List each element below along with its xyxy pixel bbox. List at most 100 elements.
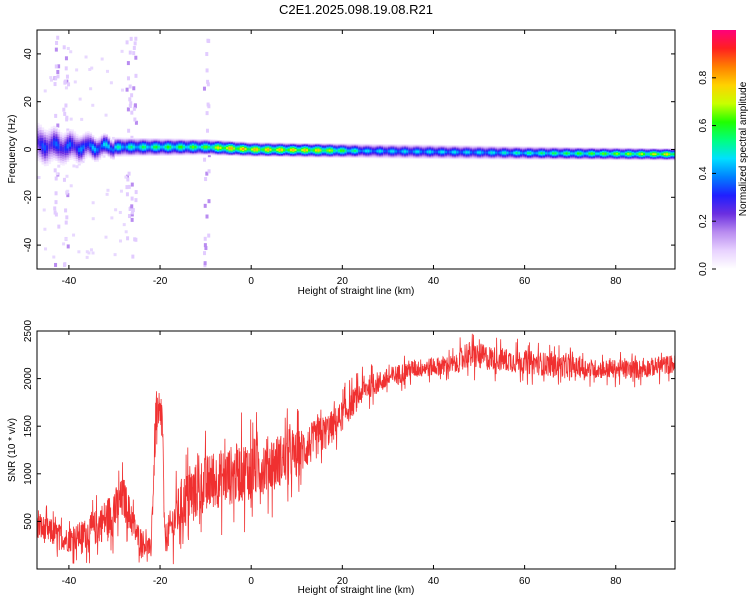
spectrogram-ridge-cell [618, 153, 621, 155]
spectrogram-ridge-cell [290, 149, 293, 151]
spectrogram-ridge-cell [187, 146, 190, 148]
spectrogram-ridge-cell [529, 152, 532, 154]
spectrogram-noise-cell [106, 70, 109, 73]
spectrogram-ridge-cell [584, 153, 587, 155]
spectrogram-noise-cell [87, 251, 90, 254]
spectrogram-ridge-cell [51, 142, 54, 147]
spectrogram-ridge-cell [461, 151, 464, 153]
spectrogram-ridge-cell [598, 153, 601, 155]
snr-chart: -40 -20 0 20 40 60 80 5001000150020002500 Heig… [7, 319, 675, 596]
spectrogram-ridge-cell [340, 150, 343, 152]
spectrogram-y-axis-label: Frequency (Hz) [7, 115, 18, 184]
spectrogram-noise-cell [101, 58, 104, 61]
spectrogram-ridge-cell [541, 152, 544, 154]
spectrogram-ridge-cell [659, 153, 662, 155]
spectrogram-ridge-cell [46, 145, 49, 150]
spectrogram-ridge-cell [233, 147, 236, 149]
spectrogram-noise-cell [38, 176, 41, 179]
spectrogram-ridge-cell [279, 149, 282, 151]
spectrogram-ridge-cell [55, 142, 58, 147]
spectrogram-noise-cell [106, 189, 109, 192]
spectrogram-ridge-cell [42, 143, 45, 148]
spectrogram-ridge-cell [634, 153, 637, 155]
spectrogram-ridge-cell [67, 144, 70, 148]
snr-y-tick-label: 2000 [23, 367, 34, 390]
spectrogram-ridge-cell [142, 146, 145, 149]
spectrogram-noise-cell [127, 61, 130, 65]
spectrogram-ridge-cell [105, 143, 108, 146]
spectrogram-ridge-cell [568, 153, 571, 155]
spectrogram-noise-cell [63, 263, 66, 267]
spectrogram-ridge-cell [604, 153, 607, 155]
spectrogram-ridge-cell [372, 150, 375, 152]
spectrogram-ridge-cell [534, 152, 537, 154]
spectrogram-ridge-cell [502, 152, 505, 154]
spectrogram-ridge-cell [276, 149, 279, 151]
spectrogram-noise-cell [123, 223, 126, 226]
spectrogram-noise-cell [44, 89, 47, 92]
spectrogram-ridge-cell [481, 152, 484, 154]
spectrogram-ridge-cell [454, 151, 457, 153]
snr-x-axis-label: Height of straight line (km) [298, 585, 415, 596]
spectrogram-ridge-cell [322, 149, 325, 151]
spectrogram-noise-cell [104, 236, 107, 239]
spectrogram-noise-cell [56, 36, 59, 40]
spectrogram-ridge-cell [80, 147, 83, 151]
spectrogram-ridge-cell [449, 151, 452, 153]
spectrogram-noise-cell [207, 199, 210, 203]
spectrogram-ridge-cell [206, 146, 209, 148]
spectrogram-noise-cell [77, 250, 80, 253]
spectrogram-ridge-cell [194, 146, 197, 148]
spectrogram-noise-cell [131, 255, 134, 259]
spectrogram-ridge-cell [513, 152, 516, 154]
spectrogram-ridge-cell [404, 150, 407, 152]
spectrogram-ridge-cell [169, 146, 172, 148]
spectrogram-ridge-cell [392, 150, 395, 152]
spectrogram-ridge-cell [124, 146, 127, 149]
spectrogram-noise-cell [131, 218, 134, 222]
spectrogram-ridge-cell [210, 146, 213, 148]
spectrogram-ridge-cell [358, 150, 361, 152]
spectrogram-ridge-cell [253, 149, 256, 151]
spectrogram-noise-cell [106, 193, 109, 196]
spectrogram-ridge-cell [320, 149, 323, 151]
spectrogram-noise-cell [72, 164, 75, 167]
spectrogram-ridge-cell [504, 152, 507, 154]
spectrogram-noise-cell [63, 45, 66, 49]
spectrogram-noise-cell [56, 124, 59, 128]
colorbar-tick-label: 0.2 [698, 214, 709, 228]
spectrogram-ridge-cell [146, 146, 149, 149]
spectrogram-ridge-cell [411, 151, 414, 153]
spectrogram-ridge-cell [620, 153, 623, 155]
spectrogram-ridge-cell [108, 145, 111, 148]
spectrogram-y-tick-label: 0 [23, 146, 34, 152]
spectrogram-ridge-cell [226, 147, 229, 149]
spectrogram-ridge-cell [370, 150, 373, 152]
spectrogram-y-tick-label: -20 [23, 190, 34, 205]
spectrogram-ridge-cell [133, 146, 136, 149]
spectrogram-ridge-cell [431, 151, 434, 153]
spectrogram-ridge-cell [240, 148, 243, 150]
spectrogram-ridge-cell [543, 152, 546, 154]
spectrogram-noise-cell [110, 216, 113, 219]
spectrogram-ridge-cell [465, 151, 468, 153]
spectrogram-ridge-cell [561, 152, 564, 154]
spectrogram-ridge-cell [283, 149, 286, 151]
spectrogram-noise-cell [55, 64, 58, 68]
spectrogram-noise-cell [85, 55, 88, 58]
spectrogram-ridge-cell [174, 146, 177, 148]
spectrogram-ridge-cell [171, 146, 174, 148]
spectrogram-noise-cell [64, 103, 67, 107]
spectrogram-ridge-cell [301, 149, 304, 151]
spectrogram-ridge-cell [354, 150, 357, 152]
spectrogram-ridge-cell [151, 146, 154, 149]
spectrogram-ridge-cell [121, 146, 124, 149]
spectrogram-noise-cell [65, 221, 68, 225]
spectrogram-ridge-cell [575, 153, 578, 155]
spectrogram-ridge-cell [342, 150, 345, 152]
spectrogram-ridge-cell [641, 153, 644, 155]
spectrogram-noise-cell [105, 114, 108, 117]
spectrogram-ridge-cell [215, 146, 218, 148]
snr-x-tick-label: 80 [610, 576, 622, 587]
spectrogram-ridge-cell [609, 153, 612, 155]
